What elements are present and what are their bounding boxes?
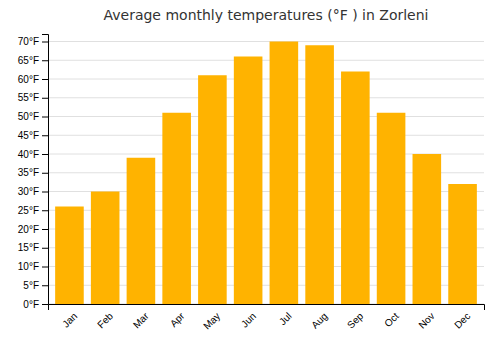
bar (162, 113, 191, 304)
y-tick: 35°F (18, 167, 48, 178)
x-tick-label: Jan (60, 310, 79, 329)
grid-line (48, 135, 484, 136)
y-tick-label: 55°F (18, 92, 39, 103)
bar (341, 72, 370, 305)
bar (91, 192, 120, 305)
x-tick: Aug (309, 310, 329, 330)
y-tick-label: 20°F (18, 224, 39, 235)
grid-line (48, 79, 484, 80)
y-tick-mark (42, 210, 48, 211)
y-tick-mark (42, 154, 48, 155)
x-tick-label: Nov (416, 310, 436, 330)
y-axis: 0°F 5°F 10°F 15°F 20°F 25°F 30°F 35°F 40°F 45°F 50… (18, 35, 49, 310)
y-tick-label: 10°F (18, 261, 39, 272)
y-tick-label: 0°F (23, 299, 39, 310)
y-tick: 65°F (18, 55, 48, 66)
chart: 0°F 5°F 10°F 15°F 20°F 25°F 30°F 35°F 40°F 45°F 50… (0, 0, 500, 350)
bar (198, 75, 227, 304)
y-tick: 20°F (18, 224, 48, 235)
y-tick-label: 40°F (18, 149, 39, 160)
y-tick: 30°F (18, 186, 48, 197)
bar (234, 57, 263, 305)
y-tick-mark (42, 173, 48, 174)
x-axis: Jan Feb Mar Apr May Jun Jul Aug Sep Oct Nov Dec (49, 305, 485, 332)
y-tick-label: 25°F (18, 205, 39, 216)
y-tick: 10°F (18, 261, 48, 272)
y-tick-mark (42, 229, 48, 230)
bar (413, 154, 442, 304)
y-axis-line (42, 35, 49, 305)
y-tick: 25°F (18, 205, 48, 216)
grid-line (48, 116, 484, 117)
y-tick: 40°F (18, 149, 48, 160)
grid-line (48, 41, 484, 42)
bar (270, 42, 299, 305)
grid-line (48, 60, 484, 61)
bar (127, 158, 156, 304)
x-tick-label: Jun (239, 310, 258, 329)
y-tick-mark (42, 60, 48, 61)
x-tick-label: Aug (309, 310, 329, 330)
x-tick-label: Apr (168, 310, 187, 329)
x-tick: Nov (416, 310, 436, 330)
y-tick-mark (42, 192, 48, 193)
x-tick-label: Feb (95, 310, 115, 330)
x-axis-line (49, 305, 485, 311)
x-tick-label: Oct (382, 310, 401, 329)
y-tick-label: 30°F (18, 186, 39, 197)
y-tick-label: 5°F (23, 280, 39, 291)
y-tick-mark (42, 117, 48, 118)
bar (377, 113, 406, 304)
bar (448, 184, 477, 304)
y-tick-label: 15°F (18, 242, 39, 253)
y-tick-mark (42, 267, 48, 268)
x-tick: Jan (60, 310, 79, 329)
y-tick-label: 35°F (18, 167, 39, 178)
y-tick: 0°F (23, 299, 48, 310)
y-tick-mark (42, 304, 48, 305)
plot-area: 0°F 5°F 10°F 15°F 20°F 25°F 30°F 35°F 40°F 45°F 50… (18, 35, 485, 332)
x-tick-label: Mar (131, 310, 151, 330)
x-tick: Feb (95, 310, 115, 330)
y-tick-label: 60°F (18, 74, 39, 85)
y-tick-mark (42, 248, 48, 249)
title: Average monthly temperatures (°F ) in Zo… (103, 7, 428, 23)
y-tick-label: 70°F (18, 36, 39, 47)
y-tick: 45°F (18, 130, 48, 141)
y-tick-mark (42, 285, 48, 286)
bar (55, 207, 84, 305)
x-tick-label: Jul (277, 310, 294, 327)
y-tick-mark (42, 42, 48, 43)
bar (305, 45, 334, 304)
bars (55, 42, 477, 305)
x-tick: Mar (131, 310, 151, 330)
y-tick: 55°F (18, 92, 48, 103)
y-tick-mark (42, 135, 48, 136)
y-tick: 5°F (23, 280, 48, 291)
x-tick: Jul (277, 310, 294, 327)
grid (48, 42, 484, 305)
x-tick-label: Sep (345, 310, 366, 331)
y-tick-label: 45°F (18, 130, 39, 141)
x-tick: Dec (452, 310, 472, 330)
x-tick: Sep (345, 310, 366, 331)
y-tick-mark (42, 98, 48, 99)
y-tick-label: 50°F (18, 111, 39, 122)
x-tick-label: Dec (452, 310, 472, 330)
x-tick: Jun (239, 310, 258, 329)
x-tick: Oct (382, 310, 401, 329)
y-tick: 60°F (18, 74, 48, 85)
y-tick-label: 65°F (18, 55, 39, 66)
x-tick-label: May (201, 310, 222, 331)
y-tick: 15°F (18, 242, 48, 253)
grid-line (48, 97, 484, 98)
x-tick: Apr (168, 310, 187, 329)
y-tick: 70°F (18, 36, 48, 47)
y-tick: 50°F (18, 111, 48, 122)
x-tick: May (201, 310, 222, 331)
y-tick-mark (42, 79, 48, 80)
